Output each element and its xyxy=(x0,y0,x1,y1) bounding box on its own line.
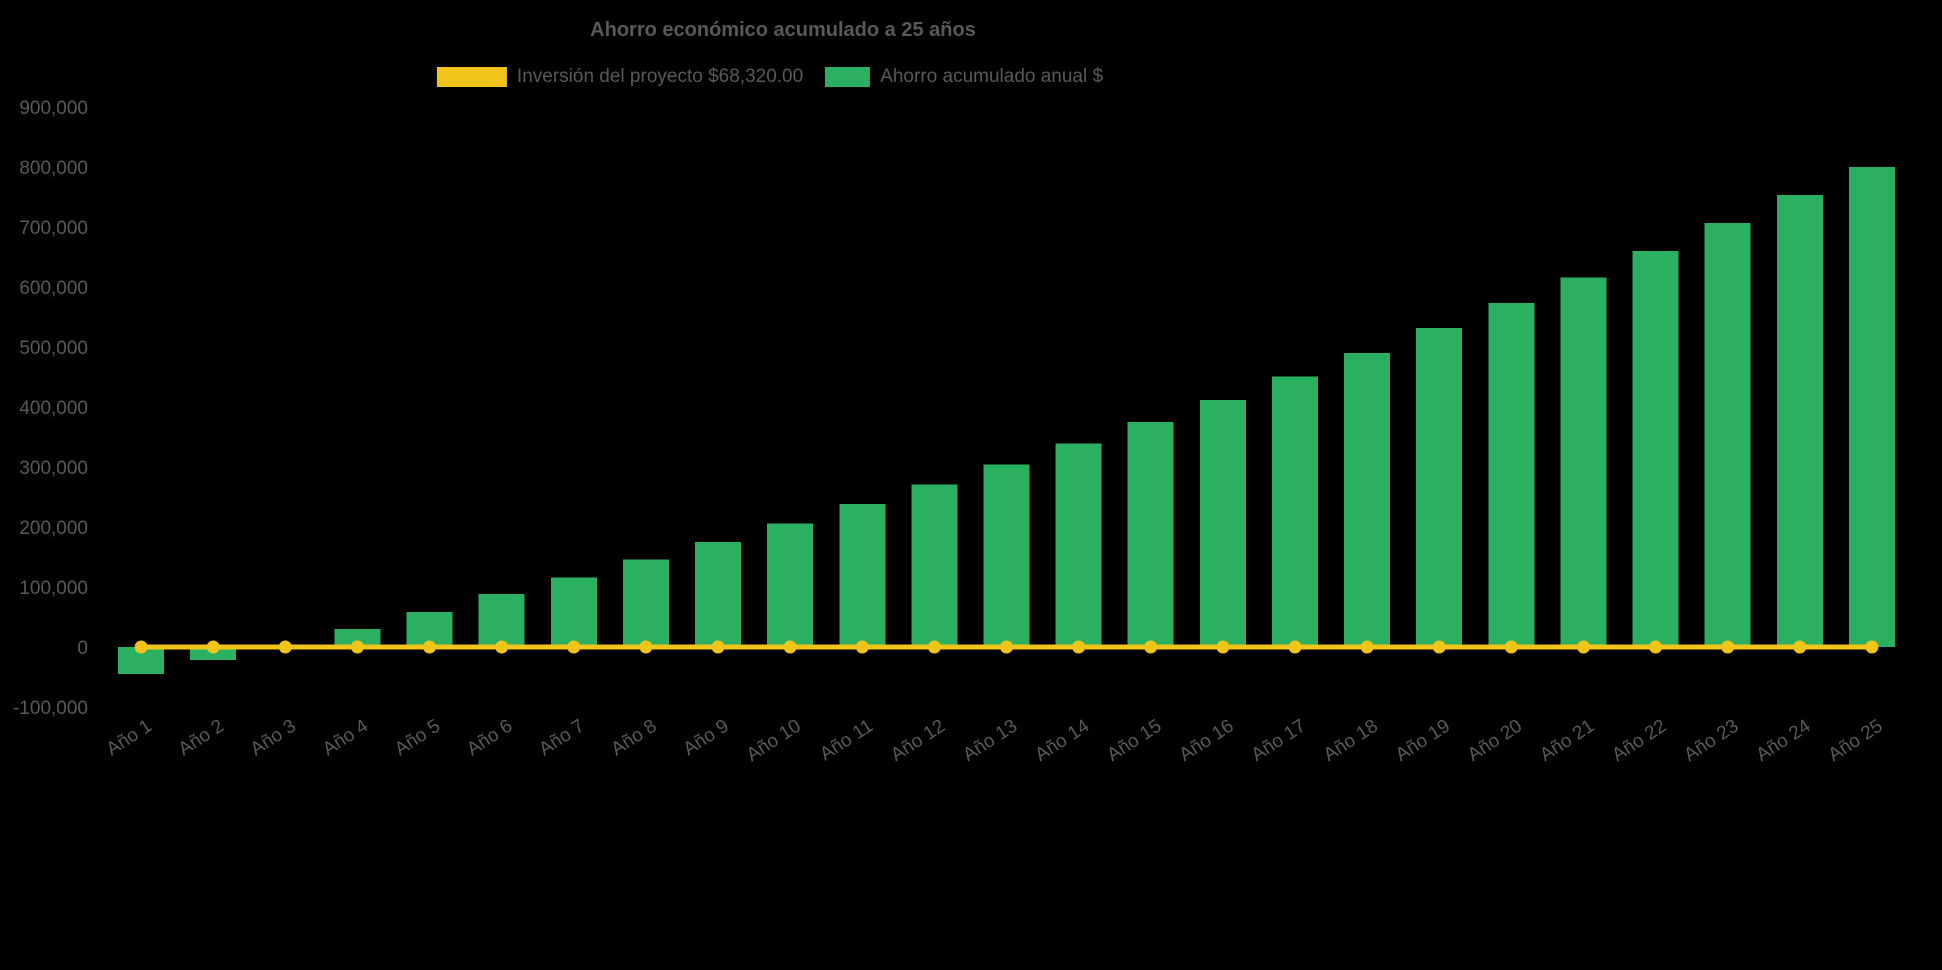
investment-point-ano-10[interactable] xyxy=(783,640,797,654)
y-axis-label: 0 xyxy=(77,638,88,659)
x-axis-label: Año 17 xyxy=(1248,716,1310,766)
x-axis-label: Año 10 xyxy=(743,716,805,766)
x-axis-label: Año 13 xyxy=(959,716,1021,766)
bar-ano-21[interactable] xyxy=(1560,277,1607,647)
y-axis-label: 700,000 xyxy=(19,218,88,239)
x-axis-label: Año 22 xyxy=(1608,716,1670,766)
investment-point-ano-14[interactable] xyxy=(1072,640,1086,654)
x-axis-label: Año 14 xyxy=(1031,715,1093,766)
x-axis-label: Año 20 xyxy=(1464,716,1526,766)
y-axis-label: 600,000 xyxy=(19,278,88,299)
investment-point-ano-22[interactable] xyxy=(1649,640,1663,654)
x-axis-label: Año 21 xyxy=(1536,716,1598,766)
x-axis-label: Año 11 xyxy=(816,716,877,766)
bar-ano-2[interactable] xyxy=(190,647,237,661)
investment-point-ano-4[interactable] xyxy=(350,640,364,654)
x-axis-label: Año 8 xyxy=(608,716,661,761)
bar-ano-22[interactable] xyxy=(1632,251,1679,647)
x-axis-label: Año 3 xyxy=(247,716,300,761)
y-axis-label: 100,000 xyxy=(19,578,88,599)
y-axis-label: 800,000 xyxy=(19,158,88,179)
legend-label-investment: Inversión del proyecto $68,320.00 xyxy=(516,66,804,87)
bar-ano-24[interactable] xyxy=(1776,195,1823,647)
bar-ano-15[interactable] xyxy=(1127,422,1174,647)
x-axis-label: Año 18 xyxy=(1320,716,1382,766)
legend-item-savings[interactable]: Ahorro acumulado anual $ xyxy=(825,66,1103,88)
bar-ano-19[interactable] xyxy=(1416,327,1463,647)
bar-ano-7[interactable] xyxy=(550,577,597,647)
investment-point-ano-8[interactable] xyxy=(639,640,653,654)
legend: Inversión del proyecto $68,320.00 Ahorro… xyxy=(436,66,1103,88)
bar-ano-14[interactable] xyxy=(1055,443,1102,647)
investment-point-ano-19[interactable] xyxy=(1432,640,1446,654)
y-axis-label: 900,000 xyxy=(19,98,88,119)
bar-ano-23[interactable] xyxy=(1704,222,1751,648)
investment-point-ano-9[interactable] xyxy=(711,640,725,654)
bar-ano-8[interactable] xyxy=(622,559,669,647)
x-axis-label: Año 7 xyxy=(535,716,588,761)
y-axis-label: 400,000 xyxy=(19,398,88,419)
x-axis-label: Año 12 xyxy=(887,716,949,766)
investment-point-ano-12[interactable] xyxy=(927,640,941,654)
x-axis-label: Año 16 xyxy=(1176,716,1238,766)
x-axis-label: Año 19 xyxy=(1392,716,1454,766)
investment-point-ano-23[interactable] xyxy=(1721,640,1735,654)
legend-swatch-investment-icon xyxy=(436,67,507,87)
investment-point-ano-7[interactable] xyxy=(567,640,581,654)
investment-point-ano-1[interactable] xyxy=(134,640,148,654)
x-axis-label: Año 24 xyxy=(1753,715,1815,766)
investment-point-ano-11[interactable] xyxy=(855,640,869,654)
y-axis-label: -100,000 xyxy=(13,698,88,719)
bar-ano-18[interactable] xyxy=(1344,353,1391,647)
y-axis-label: 300,000 xyxy=(19,458,88,479)
investment-point-ano-21[interactable] xyxy=(1577,640,1590,654)
bar-ano-20[interactable] xyxy=(1488,303,1535,647)
investment-point-ano-6[interactable] xyxy=(495,640,509,654)
x-axis-label: Año 15 xyxy=(1103,716,1165,766)
bar-ano-13[interactable] xyxy=(983,464,1030,647)
investment-point-ano-16[interactable] xyxy=(1216,640,1230,654)
investment-point-ano-5[interactable] xyxy=(423,640,436,654)
legend-label-savings: Ahorro acumulado anual $ xyxy=(880,66,1104,87)
y-axis-label: 500,000 xyxy=(19,338,88,359)
investment-point-ano-25[interactable] xyxy=(1865,640,1879,654)
x-axis-label: Año 6 xyxy=(463,716,516,761)
investment-point-ano-13[interactable] xyxy=(1000,640,1013,654)
chart-title: Ahorro económico acumulado a 25 años xyxy=(590,19,976,41)
investment-point-ano-24[interactable] xyxy=(1793,640,1807,654)
bar-ano-4[interactable] xyxy=(334,629,381,647)
investment-point-ano-18[interactable] xyxy=(1360,640,1374,654)
bar-ano-11[interactable] xyxy=(839,504,886,647)
bar-ano-17[interactable] xyxy=(1272,376,1318,647)
investment-point-ano-2[interactable] xyxy=(206,640,220,654)
bar-ano-10[interactable] xyxy=(767,523,814,647)
bar-ano-25[interactable] xyxy=(1848,167,1895,647)
investment-point-ano-20[interactable] xyxy=(1504,640,1518,654)
bar-ano-6[interactable] xyxy=(478,594,525,647)
y-axis-label: 200,000 xyxy=(19,518,88,539)
x-axis-label: Año 9 xyxy=(680,716,733,761)
x-axis-label: Año 5 xyxy=(391,716,444,761)
x-axis-label: Año 2 xyxy=(175,716,228,761)
x-axis-label: Año 23 xyxy=(1680,716,1742,766)
legend-item-investment[interactable]: Inversión del proyecto $68,320.00 xyxy=(436,66,804,88)
bar-ano-12[interactable] xyxy=(911,484,958,647)
legend-swatch-savings-icon xyxy=(825,67,871,87)
investment-point-ano-3[interactable] xyxy=(278,640,292,654)
x-axis-label: Año 1 xyxy=(103,716,156,761)
bar-ano-16[interactable] xyxy=(1199,399,1246,647)
investment-point-ano-17[interactable] xyxy=(1288,640,1302,654)
x-axis-label: Año 4 xyxy=(319,715,372,760)
bar-ano-9[interactable] xyxy=(695,542,741,647)
x-axis-label: Año 25 xyxy=(1825,716,1887,766)
investment-point-ano-15[interactable] xyxy=(1144,640,1158,654)
